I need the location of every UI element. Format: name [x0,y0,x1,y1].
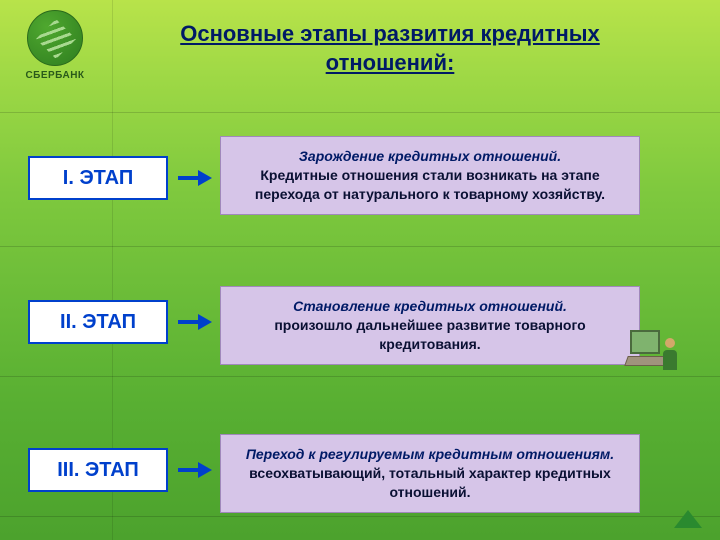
desc-title: Становление кредитных отношений. [293,298,567,314]
stage-label-2: II. ЭТАП [28,300,168,344]
desc-title: Переход к регулируемым кредитным отношен… [246,446,614,462]
stage-desc-2: Становление кредитных отношений. произош… [220,286,640,365]
stage-label-3: III. ЭТАП [28,448,168,492]
stage-desc-3: Переход к регулируемым кредитным отношен… [220,434,640,513]
arrow-icon [178,170,212,186]
desc-body: произошло дальнейшее развитие товарного … [274,317,585,352]
logo-label: СБЕРБАНК [12,70,98,81]
arrow-icon [178,462,212,478]
grid-line [0,246,720,247]
sberbank-logo: СБЕРБАНК [12,10,98,81]
stage-row: II. ЭТАП Становление кредитных отношений… [0,272,720,372]
computer-clipart [622,328,682,388]
desc-title: Зарождение кредитных отношений. [299,148,561,164]
arrow-icon [178,314,212,330]
next-arrow-icon[interactable] [674,510,702,528]
stage-row: III. ЭТАП Переход к регулируемым кредитн… [0,420,720,520]
stage-desc-1: Зарождение кредитных отношений. Кредитны… [220,136,640,215]
stage-label-1: I. ЭТАП [28,156,168,200]
stage-row: I. ЭТАП Зарождение кредитных отношений. … [0,128,720,228]
slide-title: Основные этапы развития кредитных отноше… [120,20,660,77]
logo-icon [27,10,83,66]
desc-body: Кредитные отношения стали возникать на э… [255,167,605,202]
desc-body: всеохватывающий, тотальный характер кред… [249,465,611,500]
grid-line [0,112,720,113]
grid-line [0,376,720,377]
